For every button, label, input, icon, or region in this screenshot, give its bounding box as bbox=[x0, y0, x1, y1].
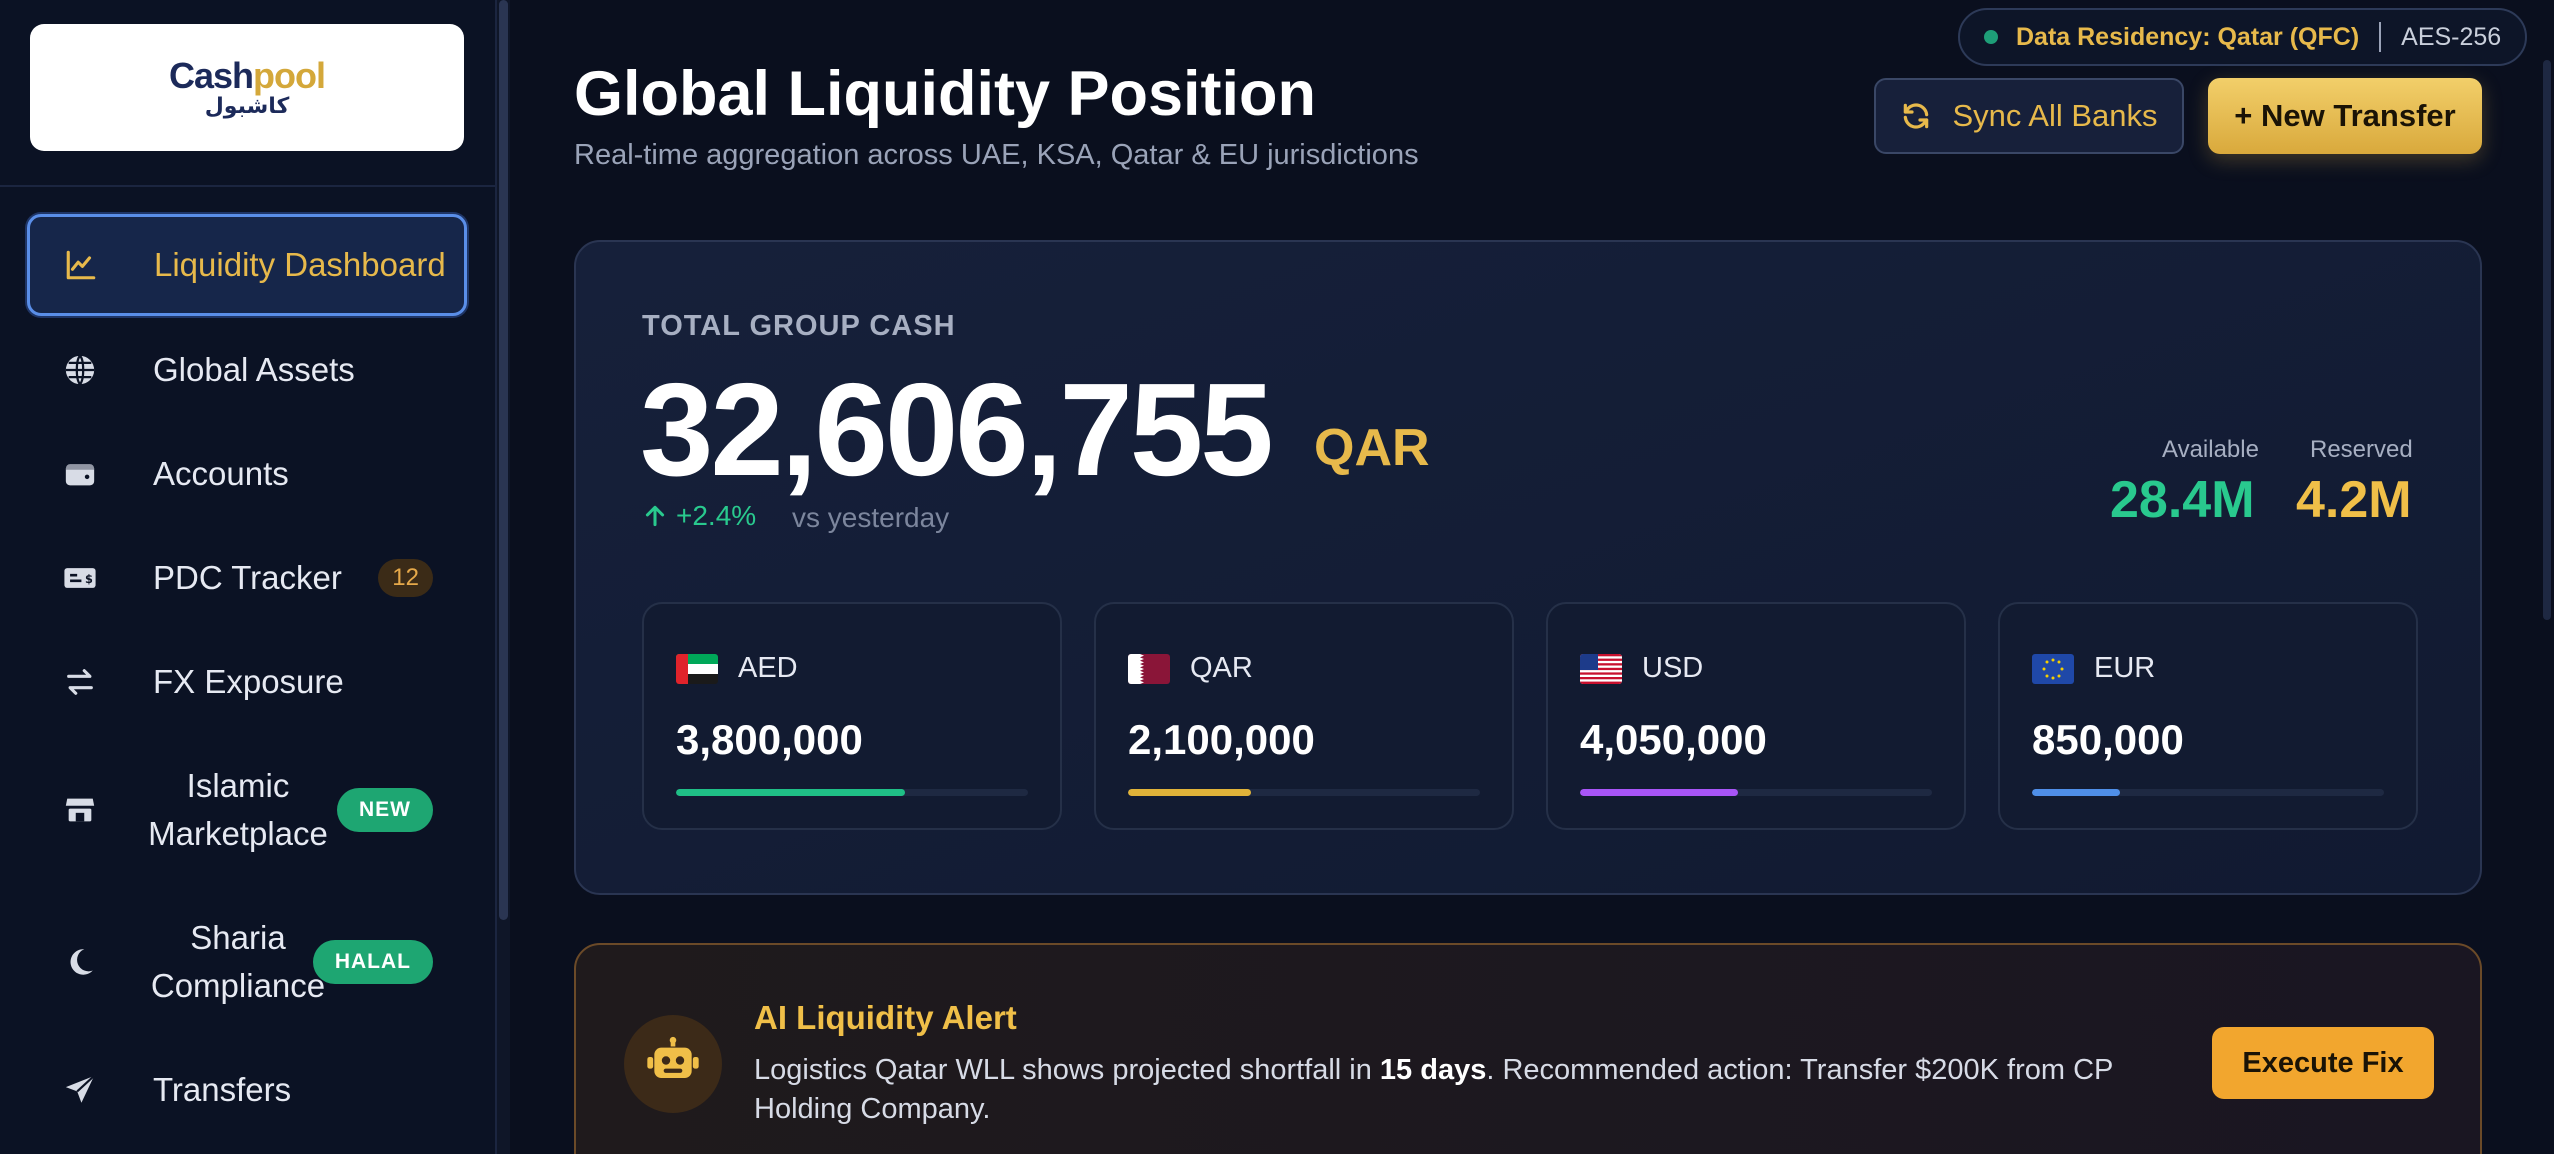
sync-label: Sync All Banks bbox=[1952, 98, 2158, 133]
currency-code: AED bbox=[738, 652, 798, 684]
sidebar-item-label: Sharia Compliance bbox=[150, 919, 326, 1004]
qa-flag-icon bbox=[1128, 654, 1170, 684]
pdc-count-badge: 12 bbox=[378, 559, 433, 597]
ae-flag-icon bbox=[676, 654, 718, 684]
cheque-icon: $ bbox=[27, 561, 123, 595]
alert-text-after: . Recommended action: Transfer $200K fro… bbox=[754, 1054, 2113, 1125]
currency-share-fill bbox=[1128, 789, 1252, 796]
currency-share-bar bbox=[1128, 789, 1480, 796]
page-title: Global Liquidity Position bbox=[574, 59, 1316, 129]
arrow-up-icon bbox=[645, 505, 665, 527]
cash-change: +2.4% bbox=[642, 500, 756, 532]
crescent-moon-icon bbox=[27, 945, 123, 979]
logo-arabic: كاشبول bbox=[204, 93, 290, 119]
currency-share-fill bbox=[1580, 789, 1739, 796]
sidebar-item-sharia-compliance[interactable]: Sharia Compliance HALAL bbox=[27, 904, 467, 1020]
robot-icon bbox=[624, 1015, 722, 1113]
page-subtitle: Real-time aggregation across UAE, KSA, Q… bbox=[574, 139, 1419, 171]
available-value: 28.4M bbox=[2110, 471, 2255, 529]
sidebar-item-accounts[interactable]: Accounts bbox=[27, 422, 467, 526]
logo-wordmark: Cashpool bbox=[168, 54, 326, 96]
sidebar-item-liquidity-dashboard[interactable]: Liquidity Dashboard bbox=[27, 214, 467, 316]
currency-code: EUR bbox=[2094, 652, 2156, 684]
total-cash-currency: QAR bbox=[1314, 419, 1430, 477]
sidebar-item-global-assets[interactable]: Global Assets bbox=[27, 318, 467, 422]
currency-code: QAR bbox=[1190, 652, 1253, 684]
sidebar-item-label: Global Assets bbox=[153, 351, 355, 388]
currency-share-bar bbox=[676, 789, 1028, 796]
ai-liquidity-alert: AI Liquidity Alert Logistics Qatar WLL s… bbox=[574, 943, 2482, 1154]
sidebar-item-fx-exposure[interactable]: FX Exposure bbox=[27, 630, 467, 734]
sidebar-item-label: FX Exposure bbox=[153, 663, 344, 700]
currency-amount: 4,050,000 bbox=[1580, 716, 1767, 763]
residency-text: Data Residency: Qatar (QFC) bbox=[2016, 22, 2360, 51]
currency-amount: 3,800,000 bbox=[676, 716, 863, 763]
sidebar-item-transfers[interactable]: Transfers bbox=[27, 1038, 467, 1142]
currency-tile-usd[interactable]: USD 4,050,000 bbox=[1546, 602, 1966, 830]
status-dot-icon bbox=[1984, 30, 1998, 44]
sidebar-scrollbar[interactable] bbox=[497, 0, 510, 1154]
sidebar-item-label: PDC Tracker bbox=[153, 559, 342, 596]
sidebar-item-islamic-marketplace[interactable]: Islamic Marketplace NEW bbox=[27, 752, 467, 868]
new-badge: NEW bbox=[337, 788, 433, 832]
sidebar-scrollbar-thumb[interactable] bbox=[499, 0, 508, 920]
store-icon bbox=[27, 793, 123, 827]
currency-share-fill bbox=[676, 789, 905, 796]
chart-line-icon bbox=[30, 248, 124, 282]
currency-tile-eur[interactable]: EUR 850,000 bbox=[1998, 602, 2418, 830]
currency-share-bar bbox=[1580, 789, 1932, 796]
paper-plane-icon bbox=[27, 1073, 123, 1107]
sidebar-divider bbox=[0, 185, 497, 187]
total-cash-label: TOTAL GROUP CASH bbox=[642, 310, 956, 342]
sidebar-item-label: Accounts bbox=[153, 455, 289, 492]
exchange-icon bbox=[27, 665, 123, 699]
main-scrollbar-thumb[interactable] bbox=[2543, 60, 2551, 620]
cash-change-suffix: vs yesterday bbox=[792, 502, 950, 533]
data-residency-badge: Data Residency: Qatar (QFC) AES-256 bbox=[1958, 8, 2528, 66]
sidebar-item-label: Liquidity Dashboard bbox=[154, 246, 446, 283]
us-flag-icon bbox=[1580, 654, 1622, 684]
currency-tile-qar[interactable]: QAR 2,100,000 bbox=[1094, 602, 1514, 830]
refresh-icon bbox=[1904, 103, 1929, 129]
currency-amount: 850,000 bbox=[2032, 716, 2184, 763]
reserved-value: 4.2M bbox=[2296, 471, 2412, 529]
currency-share-bar bbox=[2032, 789, 2384, 796]
sidebar-item-label: Transfers bbox=[153, 1071, 292, 1108]
total-cash-amount: 32,606,755 bbox=[640, 356, 1274, 503]
currency-code: USD bbox=[1642, 652, 1704, 684]
eu-flag-icon bbox=[2032, 654, 2074, 684]
logo-wordmark-part-2: pool bbox=[253, 54, 326, 96]
encryption-text: AES-256 bbox=[2401, 22, 2502, 51]
total-cash-card: TOTAL GROUP CASH 32,606,755 QAR +2.4% vs… bbox=[574, 240, 2482, 895]
logo-wordmark-part-1: Cash bbox=[168, 54, 254, 96]
currency-tile-aed[interactable]: AED 3,800,000 bbox=[642, 602, 1062, 830]
main-scrollbar[interactable] bbox=[2540, 0, 2554, 1154]
available-label: Available bbox=[2162, 436, 2259, 463]
sidebar-item-label: Islamic Marketplace bbox=[148, 767, 328, 852]
alert-title: AI Liquidity Alert bbox=[754, 999, 1017, 1036]
sidebar-item-pdc-tracker[interactable]: $ PDC Tracker 12 bbox=[27, 526, 467, 630]
halal-badge: HALAL bbox=[312, 940, 433, 984]
badge-separator bbox=[2379, 22, 2382, 52]
reserved-label: Reserved bbox=[2310, 436, 2413, 463]
wallet-icon bbox=[27, 457, 123, 491]
cash-change-value: +2.4% bbox=[676, 500, 757, 531]
alert-text-before: Logistics Qatar WLL shows projected shor… bbox=[754, 1054, 1380, 1086]
sync-all-banks-button[interactable]: Sync All Banks bbox=[1874, 78, 2184, 154]
svg-text:$: $ bbox=[85, 572, 93, 586]
currency-amount: 2,100,000 bbox=[1128, 716, 1315, 763]
alert-message: Logistics Qatar WLL shows projected shor… bbox=[754, 1051, 2154, 1129]
globe-icon bbox=[27, 353, 123, 387]
cashpool-logo[interactable]: Cashpool كاشبول bbox=[30, 24, 464, 151]
new-transfer-button[interactable]: + New Transfer bbox=[2208, 78, 2482, 154]
sidebar: Cashpool كاشبول Liquidity Dashboard Glob… bbox=[0, 0, 497, 1154]
execute-fix-button[interactable]: Execute Fix bbox=[2212, 1027, 2434, 1099]
alert-text-bold: 15 days bbox=[1379, 1054, 1487, 1086]
currency-share-fill bbox=[2032, 789, 2120, 796]
